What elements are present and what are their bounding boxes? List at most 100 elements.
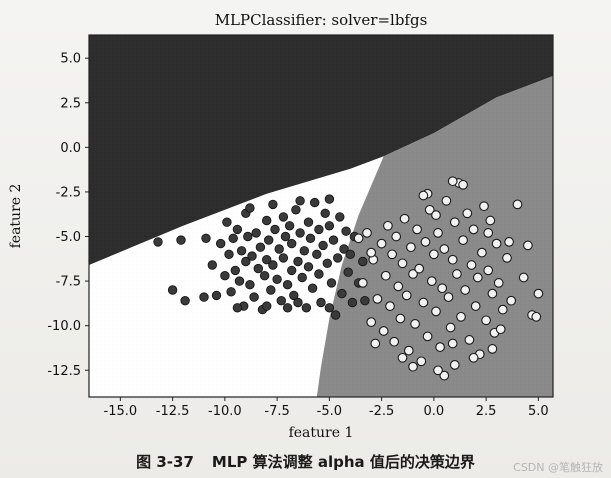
class-1-point — [418, 190, 429, 201]
class-0-point — [314, 224, 324, 235]
class-1-point — [449, 217, 460, 228]
class-1-point — [487, 344, 498, 354]
y-tick-label: -2.5 — [56, 185, 81, 200]
class-0-point — [324, 194, 335, 204]
class-1-point — [433, 228, 443, 238]
class-1-point — [433, 365, 443, 376]
y-tick-label: 0.0 — [60, 141, 81, 156]
class-0-point — [262, 301, 272, 311]
figure-caption: 图 3-37 MLP 算法调整 alpha 值后的决策边界 — [0, 451, 611, 472]
x-tick-label: -5.0 — [317, 404, 342, 419]
class-1-point — [447, 176, 458, 187]
class-0-point — [262, 215, 272, 226]
class-0-point — [241, 256, 251, 267]
class-1-point — [531, 311, 542, 322]
class-0-point — [153, 237, 163, 247]
y-tick-label: 2.5 — [60, 96, 81, 111]
y-axis-ticks: 5.0 2.5 0.0 -2.5 -5.0 -7.5 -10.0 -12.5 — [47, 52, 89, 379]
class-0-point — [201, 233, 211, 244]
class-0-point — [207, 260, 218, 270]
class-1-point — [435, 342, 445, 352]
class-1-point — [376, 238, 387, 249]
plot-frame — [88, 34, 554, 398]
class-1-point — [401, 290, 412, 301]
class-0-point — [243, 231, 253, 242]
class-0-point — [282, 280, 293, 290]
class-0-point — [333, 253, 343, 263]
class-0-point — [253, 263, 263, 274]
class-0-point — [287, 265, 297, 276]
class-1-point — [429, 249, 439, 260]
class-0-point — [226, 287, 236, 297]
class-1-point — [504, 237, 514, 247]
class-1-point — [485, 215, 496, 226]
class-1-point — [512, 199, 523, 210]
class-0-point — [316, 297, 326, 308]
y-tick-label: -10.0 — [47, 319, 81, 334]
class-0-point — [343, 267, 353, 277]
class-1-point — [416, 356, 427, 367]
class-0-point — [318, 240, 328, 251]
class-1-point — [383, 220, 393, 231]
class-1-point — [399, 213, 410, 224]
class-1-point — [389, 336, 400, 347]
class-0-point — [303, 262, 314, 272]
class-0-point — [324, 221, 335, 231]
class-1-point — [458, 235, 468, 245]
mlp-decision-boundary-chart: -15.0 -12.5 -10.0 -7.5 -5.0 -2.5 0.0 2.5 5.0 5.0… — [8, 11, 554, 441]
class-0-point — [324, 303, 335, 313]
class-0-point — [272, 274, 282, 285]
class-0-point — [247, 251, 257, 261]
class-1-point — [431, 210, 441, 220]
class-1-point — [412, 224, 422, 235]
class-0-point — [268, 260, 278, 270]
texture-overlay — [89, 35, 553, 397]
class-1-point — [426, 276, 437, 286]
class-0-point — [220, 271, 230, 281]
class-1-point — [437, 283, 448, 294]
class-1-point — [472, 272, 483, 283]
class-0-point — [255, 242, 266, 252]
class-0-point — [268, 199, 278, 210]
class-1-point — [385, 301, 395, 311]
class-0-point — [211, 290, 222, 301]
class-1-point — [487, 288, 498, 299]
class-1-point — [452, 269, 462, 279]
class-0-point — [274, 244, 284, 254]
class-1-point — [493, 278, 504, 288]
class-0-point — [176, 235, 186, 245]
class-0-point — [328, 235, 339, 245]
class-1-point — [466, 260, 477, 270]
class-1-point — [391, 231, 402, 242]
class-0-point — [266, 285, 276, 295]
class-0-point — [312, 249, 322, 260]
class-1-point — [456, 311, 466, 322]
class-0-point — [276, 296, 287, 306]
class-1-point — [431, 306, 441, 317]
class-0-point — [287, 238, 297, 249]
class-0-point — [291, 205, 301, 215]
class-0-point — [295, 228, 305, 238]
class-1-point — [372, 294, 383, 304]
class-1-point — [362, 228, 372, 238]
class-0-point — [180, 296, 190, 306]
class-1-point — [464, 335, 475, 345]
class-0-point — [199, 292, 209, 302]
class-0-point — [167, 285, 178, 295]
class-0-point — [245, 280, 255, 290]
class-0-point — [278, 253, 289, 263]
class-0-point — [295, 196, 305, 206]
x-axis-ticks: -15.0 -12.5 -10.0 -7.5 -5.0 -2.5 0.0 2.5 5.0 — [104, 397, 549, 419]
class-0-point — [303, 217, 314, 227]
x-tick-label: 2.5 — [476, 404, 497, 419]
caption-text: MLP 算法调整 alpha 值后的决策边界 — [211, 453, 475, 471]
class-0-point — [360, 296, 370, 306]
class-0-point — [284, 221, 295, 231]
x-axis-label: feature 1 — [289, 425, 354, 441]
class-1-point — [495, 324, 506, 335]
class-1-point — [483, 228, 494, 238]
class-1-point — [424, 204, 435, 215]
class-0-point — [245, 203, 255, 213]
class-0-point — [358, 256, 368, 267]
y-tick-label: 5.0 — [60, 52, 81, 67]
